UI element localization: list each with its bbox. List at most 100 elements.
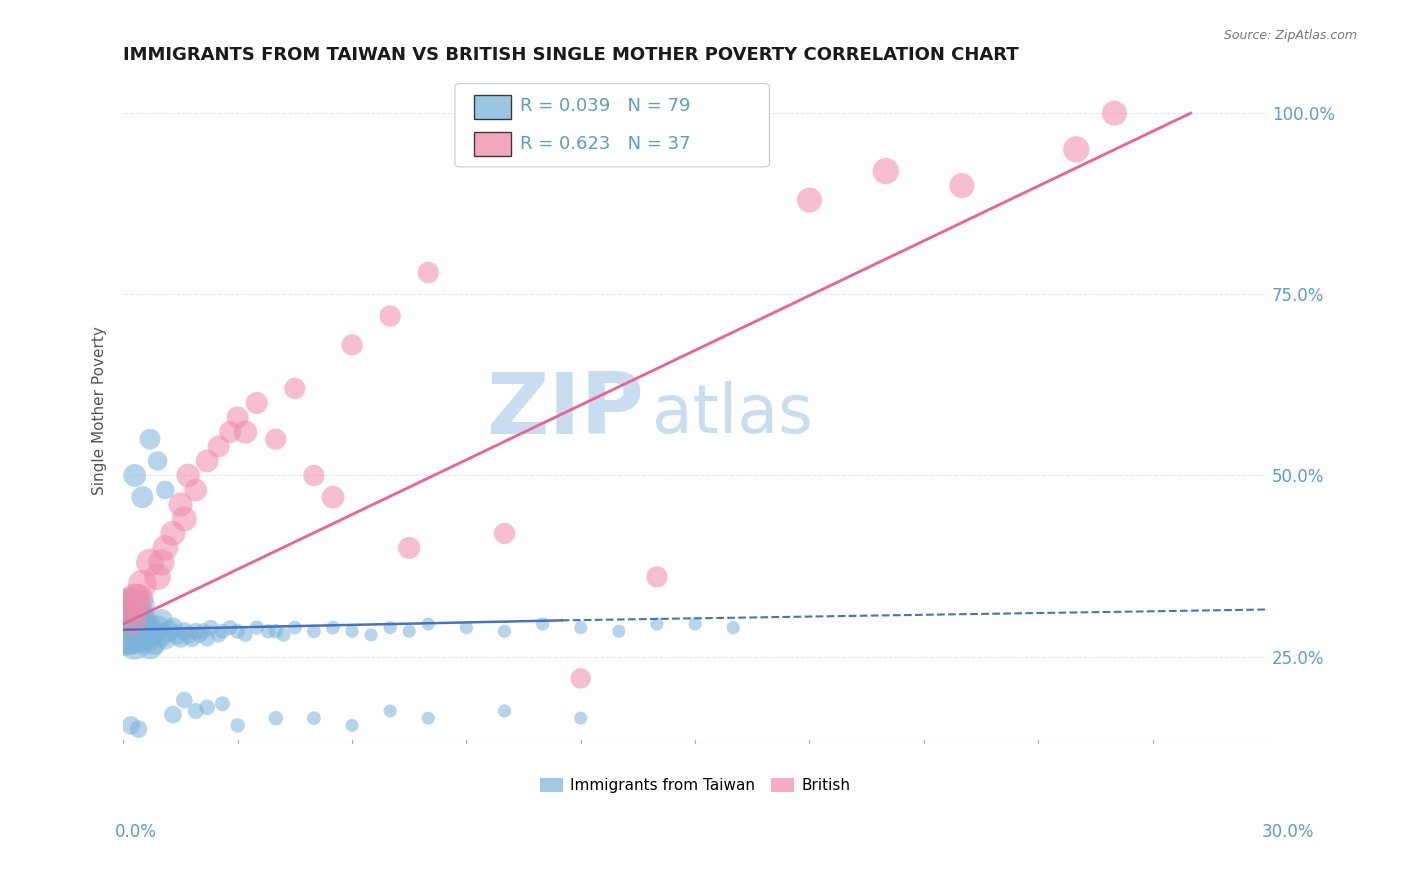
- Point: [120, 613, 142, 627]
- Point: [157, 624, 180, 639]
- Point: [155, 632, 177, 646]
- Point: [128, 599, 150, 613]
- Y-axis label: Single Mother Poverty: Single Mother Poverty: [93, 326, 107, 495]
- Point: [128, 591, 150, 606]
- Point: [284, 621, 307, 635]
- Point: [219, 425, 242, 439]
- Point: [139, 639, 162, 653]
- Point: [683, 128, 706, 142]
- Point: [456, 621, 478, 635]
- Point: [142, 624, 165, 639]
- Point: [173, 512, 195, 526]
- Point: [645, 617, 668, 632]
- Point: [211, 624, 233, 639]
- Point: [950, 178, 973, 193]
- Point: [131, 577, 153, 591]
- Point: [162, 621, 184, 635]
- Point: [146, 570, 169, 584]
- Point: [226, 718, 249, 732]
- Point: [418, 617, 440, 632]
- Point: [124, 591, 146, 606]
- Point: [378, 704, 401, 718]
- Point: [721, 621, 744, 635]
- Point: [128, 624, 150, 639]
- Text: Source: ZipAtlas.com: Source: ZipAtlas.com: [1223, 29, 1357, 42]
- Point: [139, 432, 162, 446]
- Point: [233, 628, 256, 642]
- Point: [120, 718, 142, 732]
- Point: [128, 722, 150, 736]
- Point: [569, 711, 592, 725]
- Point: [257, 624, 280, 639]
- Point: [162, 707, 184, 722]
- Point: [569, 671, 592, 685]
- Point: [195, 632, 218, 646]
- Point: [302, 711, 325, 725]
- Point: [200, 621, 222, 635]
- Point: [150, 613, 173, 627]
- Point: [180, 632, 202, 646]
- Point: [264, 432, 287, 446]
- Point: [799, 193, 821, 207]
- Point: [135, 621, 157, 635]
- Point: [645, 570, 668, 584]
- Point: [150, 555, 173, 569]
- Point: [120, 628, 142, 642]
- Point: [195, 700, 218, 714]
- Point: [120, 613, 142, 627]
- Point: [607, 624, 630, 639]
- Point: [166, 628, 188, 642]
- Point: [1066, 142, 1088, 156]
- Point: [340, 624, 363, 639]
- Point: [118, 624, 141, 639]
- Point: [184, 624, 207, 639]
- Point: [114, 621, 136, 635]
- Point: [378, 621, 401, 635]
- Point: [418, 711, 440, 725]
- Point: [169, 632, 191, 646]
- Point: [131, 490, 153, 504]
- Point: [142, 635, 165, 649]
- Point: [207, 628, 229, 642]
- Point: [378, 309, 401, 323]
- Point: [322, 621, 344, 635]
- FancyBboxPatch shape: [456, 84, 769, 167]
- Point: [418, 266, 440, 280]
- Point: [340, 718, 363, 732]
- Point: [131, 613, 153, 627]
- Point: [1104, 106, 1126, 120]
- Point: [302, 468, 325, 483]
- Point: [188, 628, 211, 642]
- Text: atlas: atlas: [651, 381, 813, 447]
- Point: [494, 704, 516, 718]
- Point: [398, 541, 420, 555]
- Point: [115, 599, 138, 613]
- Point: [169, 498, 191, 512]
- Point: [195, 454, 218, 468]
- Point: [162, 526, 184, 541]
- Point: [264, 711, 287, 725]
- Text: R = 0.039   N = 79: R = 0.039 N = 79: [520, 96, 690, 114]
- Text: R = 0.623   N = 37: R = 0.623 N = 37: [520, 135, 690, 153]
- Point: [683, 617, 706, 632]
- Point: [155, 541, 177, 555]
- Point: [340, 338, 363, 352]
- Point: [264, 624, 287, 639]
- Point: [173, 624, 195, 639]
- Point: [177, 468, 200, 483]
- Point: [135, 632, 157, 646]
- Point: [124, 635, 146, 649]
- FancyBboxPatch shape: [474, 131, 510, 155]
- Point: [207, 440, 229, 454]
- Point: [219, 621, 242, 635]
- Point: [211, 697, 233, 711]
- Point: [155, 483, 177, 497]
- Point: [139, 628, 162, 642]
- Point: [875, 164, 897, 178]
- Point: [124, 468, 146, 483]
- Legend: Immigrants from Taiwan, British: Immigrants from Taiwan, British: [534, 772, 856, 799]
- Point: [173, 693, 195, 707]
- Point: [150, 628, 173, 642]
- Text: 30.0%: 30.0%: [1263, 822, 1315, 840]
- Point: [246, 621, 269, 635]
